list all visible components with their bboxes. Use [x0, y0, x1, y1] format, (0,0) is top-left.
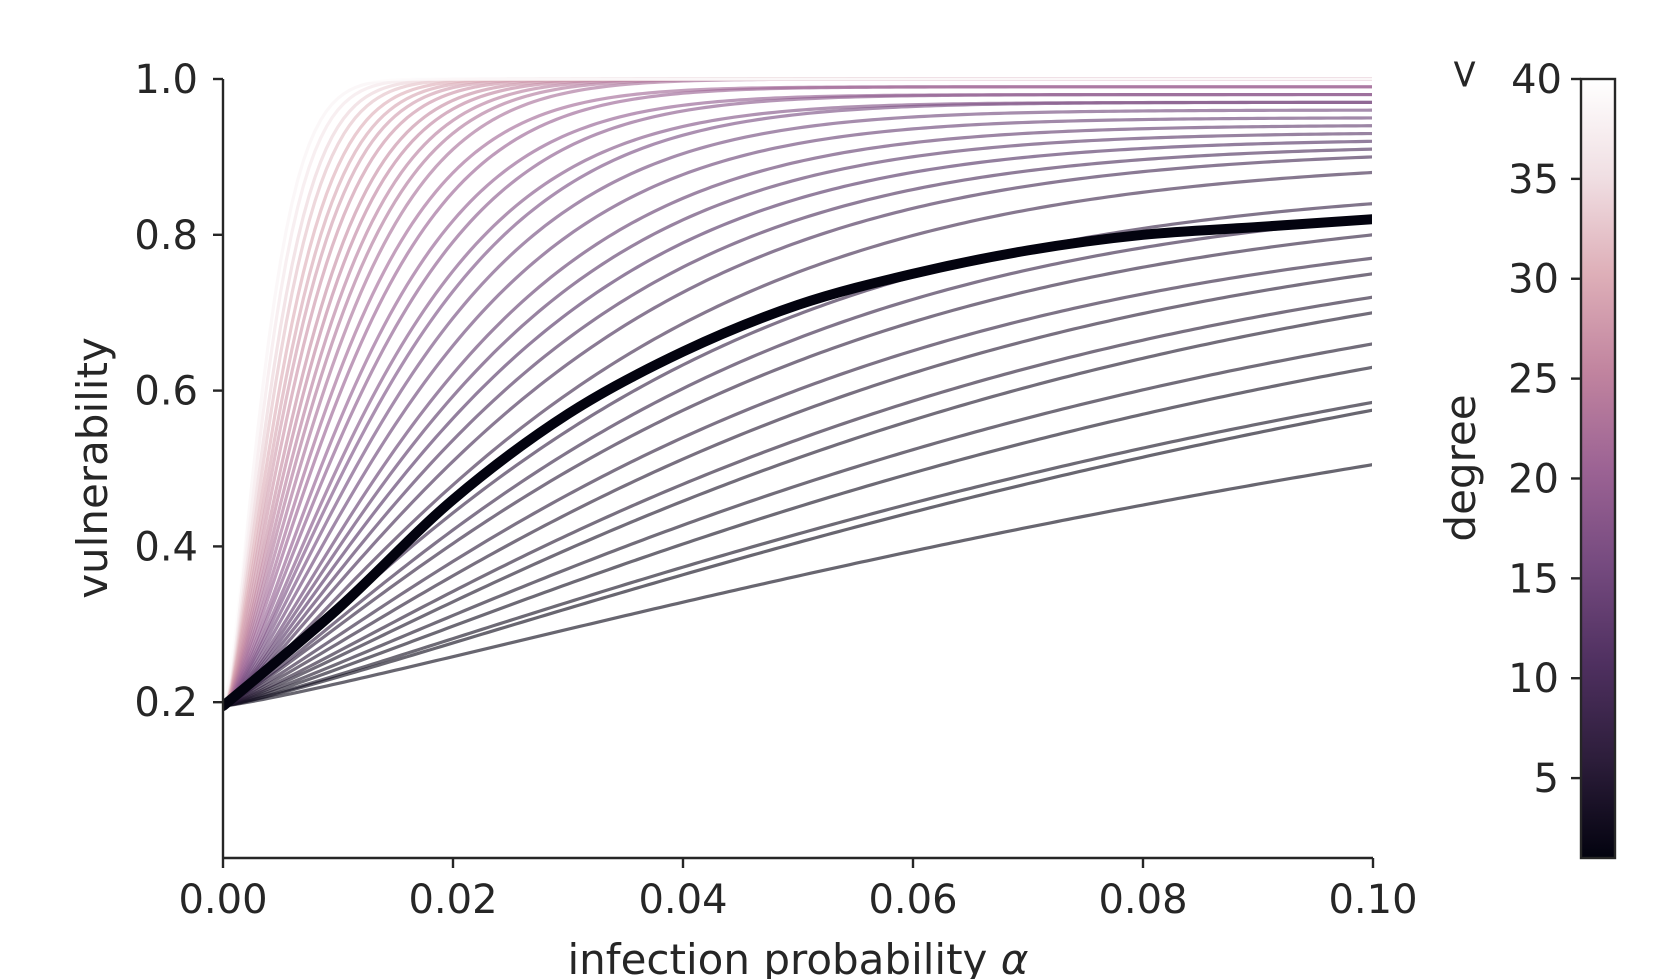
series-line [222, 365, 1372, 708]
colorbar-top-label: 40 [1511, 57, 1562, 103]
x-tick-label: 0.08 [1098, 877, 1187, 923]
series-line [222, 77, 1372, 707]
colorbar-tick-label: 25 [1508, 357, 1559, 403]
colorbar: 5 10 15 20 25 30 35 40 degree > [1436, 57, 1617, 860]
highlight-line-group [222, 214, 1372, 712]
highlight-line [222, 214, 1372, 712]
x-tick-label: 0.02 [408, 877, 497, 923]
x-axis-label: infection probability α [568, 935, 1029, 979]
y-ticks: 0.2 0.4 0.6 0.8 1.0 [134, 57, 223, 726]
series-line [222, 147, 1372, 708]
colorbar-tick-label: 10 [1508, 656, 1559, 702]
series-line [222, 202, 1372, 708]
series-line [222, 108, 1372, 708]
colorbar-tick-label: 20 [1508, 456, 1559, 502]
series-line [222, 131, 1372, 708]
series-line [222, 77, 1372, 707]
series-line [222, 77, 1372, 707]
series-line [222, 92, 1372, 708]
colorbar-gradient [1579, 77, 1617, 860]
colorbar-tick-label: 5 [1534, 756, 1559, 802]
series-line [222, 233, 1372, 708]
series-line [222, 77, 1372, 708]
series-line [222, 77, 1372, 707]
series-line [222, 77, 1372, 707]
x-tick-label: 0.00 [178, 877, 267, 923]
series-line [222, 77, 1372, 707]
y-tick-label: 0.6 [134, 369, 198, 415]
series-line [222, 100, 1372, 708]
series-line [222, 256, 1372, 708]
y-tick-label: 1.0 [134, 57, 198, 103]
series-lines [222, 77, 1372, 708]
x-tick-label: 0.10 [1328, 877, 1417, 923]
series-line [222, 116, 1372, 708]
series-line [222, 342, 1372, 708]
y-tick-label: 0.8 [134, 213, 198, 259]
series-line [222, 77, 1372, 707]
colorbar-top-label-group: > [1442, 57, 1488, 91]
series-line [222, 311, 1372, 708]
y-tick-label: 0.2 [134, 680, 198, 726]
series-line [222, 272, 1372, 708]
series-line [222, 124, 1372, 708]
series-line [222, 400, 1372, 708]
series-line [222, 77, 1372, 707]
x-tick-label: 0.04 [638, 877, 727, 923]
colorbar-label: degree [1436, 394, 1485, 541]
series-line [222, 77, 1372, 707]
x-ticks: 0.00 0.02 0.04 0.06 0.08 0.10 [178, 858, 1418, 923]
series-line [222, 77, 1372, 707]
colorbar-top-label-symbol: > [1442, 57, 1488, 91]
series-line [222, 77, 1372, 707]
series-line [222, 77, 1372, 707]
colorbar-tick-label: 15 [1508, 556, 1559, 602]
series-line [222, 155, 1372, 708]
series-line [222, 77, 1372, 707]
axes: 0.00 0.02 0.04 0.06 0.08 0.10 0.2 0.4 0.6 0.8 1.0… [68, 57, 1418, 979]
series-line [222, 139, 1372, 708]
colorbar-tick-label: 35 [1508, 157, 1559, 203]
y-axis-label: vulnerability [68, 337, 117, 599]
series-line [222, 170, 1372, 708]
colorbar-tick-label: 30 [1508, 257, 1559, 303]
series-line [222, 408, 1372, 708]
series-line [222, 463, 1372, 708]
colorbar-ticks: 5 10 15 20 25 30 35 [1508, 77, 1581, 802]
series-line [222, 100, 1372, 708]
series-line [222, 217, 1372, 708]
series-line [222, 295, 1372, 708]
x-tick-label: 0.06 [868, 877, 957, 923]
y-tick-label: 0.4 [134, 524, 198, 570]
series-line [222, 85, 1372, 708]
